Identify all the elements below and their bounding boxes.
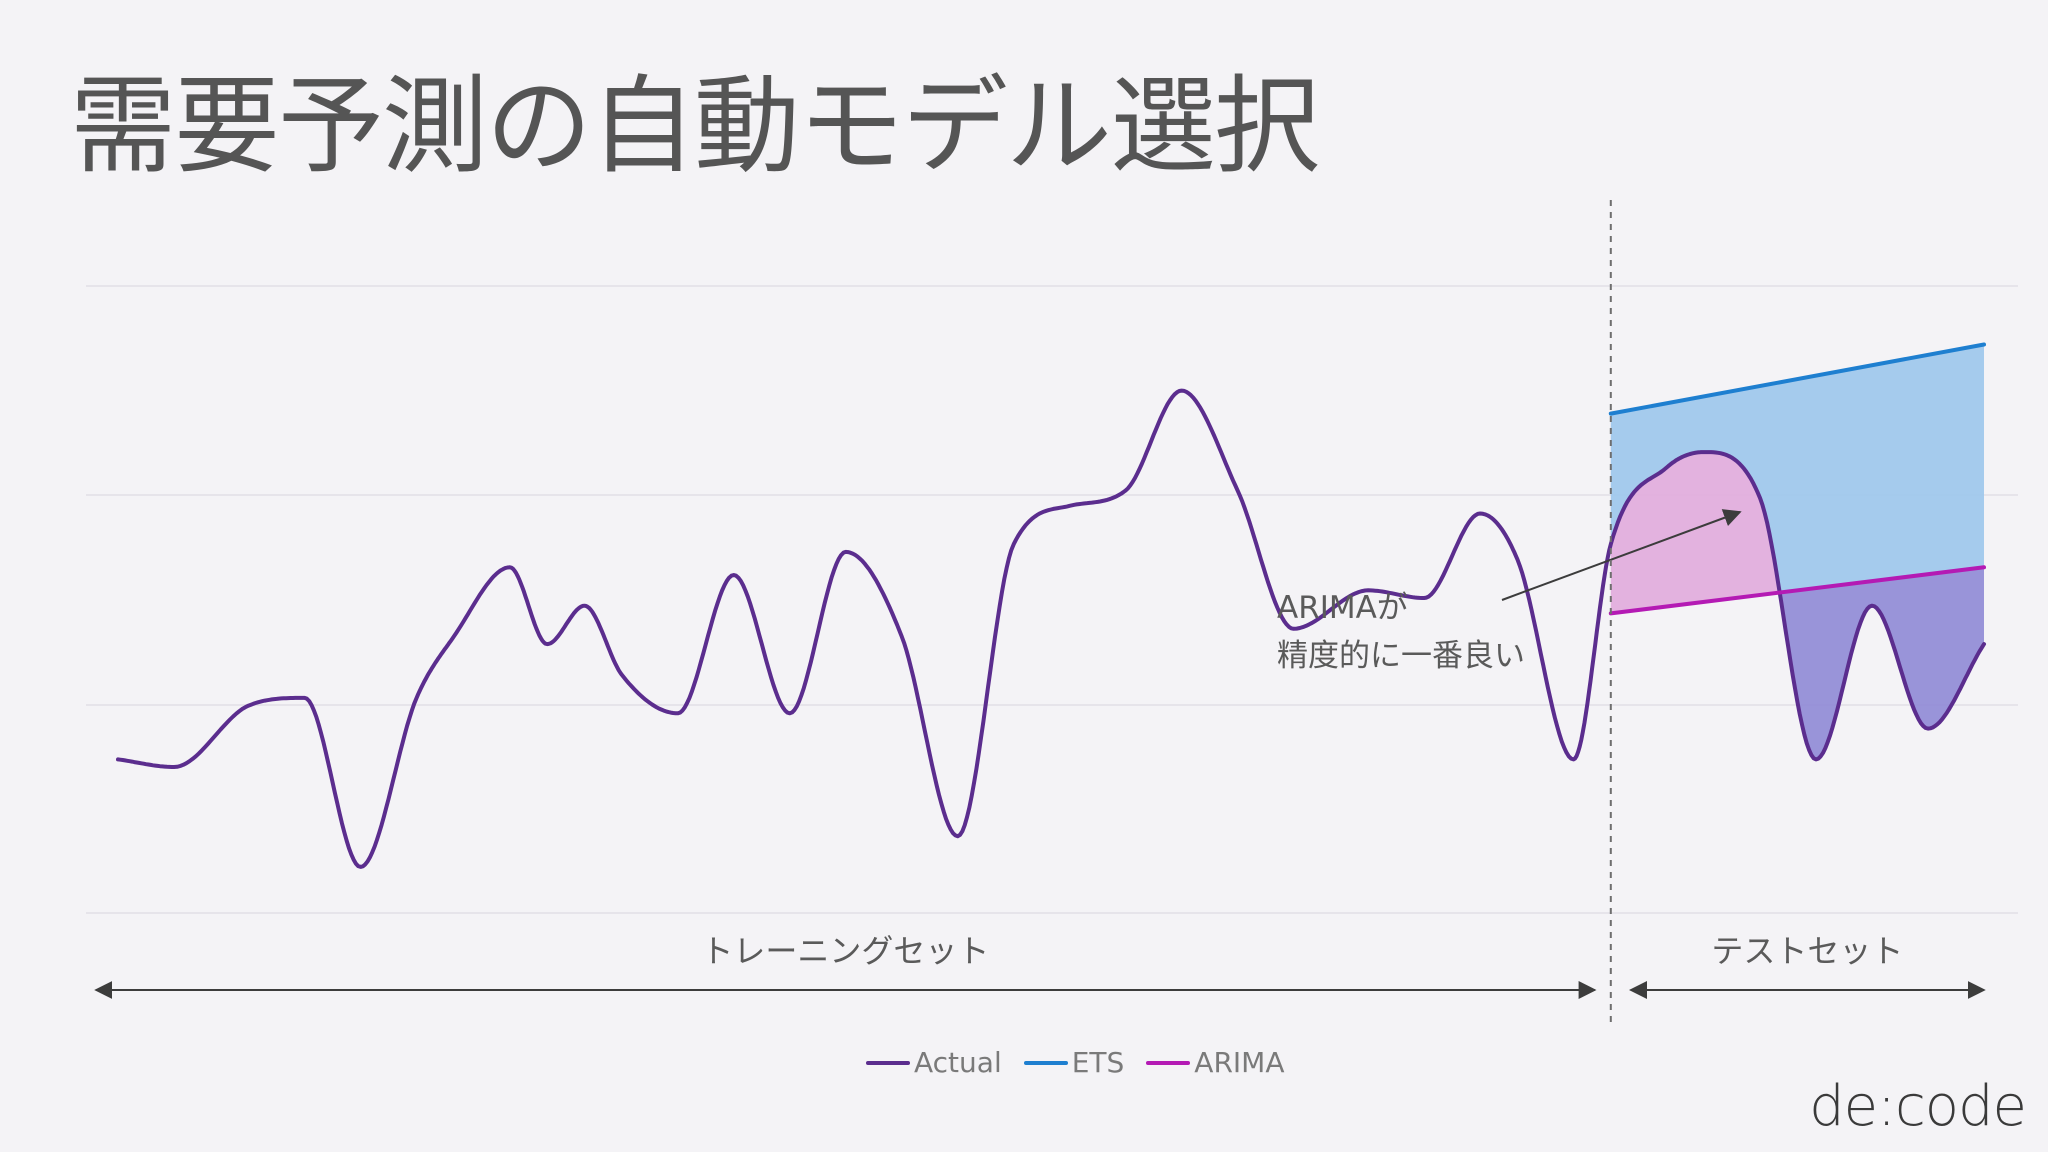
legend-item-actual: Actual — [866, 1046, 1002, 1079]
legend-swatch-arima — [1146, 1060, 1191, 1065]
segment-label-test: テストセット — [1711, 932, 1903, 970]
series-line-ets — [1608, 342, 1986, 416]
forecast-gap-fills — [1610, 344, 1984, 760]
slide-title: 需要予測の自動モデル選択 — [70, 65, 1320, 188]
ets-error-band — [1610, 344, 1984, 593]
legend-swatch-ets — [1023, 1060, 1068, 1065]
chart-grid — [86, 285, 2018, 914]
segment-label-training: トレーニングセット — [701, 932, 989, 970]
annotation-text-line-1: 精度的に一番良い — [1277, 638, 1525, 674]
arima-error-above — [1610, 452, 1984, 614]
brand-logo-text: de:code — [1809, 1074, 2027, 1139]
legend-label-ets: ETS — [1071, 1046, 1125, 1079]
series-line-arima — [1608, 565, 1986, 616]
legend-item-arima: ARIMA — [1146, 1046, 1284, 1079]
arima-error-below — [1610, 567, 1984, 760]
annotation-text-line-0: ARIMAが — [1277, 590, 1408, 626]
series-lines — [116, 342, 1986, 869]
segment-markers: トレーニングセット テストセット — [94, 200, 1986, 1028]
series-line-actual — [116, 388, 1986, 869]
legend-label-actual: Actual — [914, 1046, 1002, 1079]
legend-label-arima: ARIMA — [1194, 1046, 1285, 1079]
legend-item-ets: ETS — [1023, 1046, 1125, 1079]
legend-swatch-actual — [866, 1060, 910, 1065]
chart-legend: Actual ETS ARIMA — [866, 1046, 1284, 1079]
annotation-arrow — [1501, 509, 1742, 601]
